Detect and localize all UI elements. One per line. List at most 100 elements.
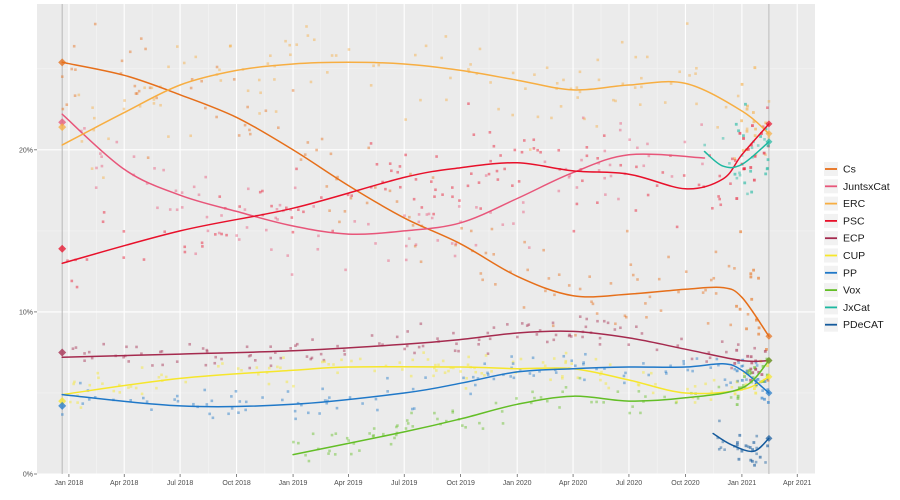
- poll-dot: [328, 396, 331, 399]
- poll-dot: [433, 366, 436, 370]
- poll-dot: [183, 245, 187, 249]
- poll-dot: [509, 375, 513, 378]
- poll-dot: [690, 357, 694, 361]
- poll-dot: [477, 343, 480, 346]
- poll-dot: [737, 386, 741, 390]
- poll-dot: [102, 342, 105, 346]
- poll-dot: [761, 389, 764, 392]
- poll-dot: [343, 210, 347, 213]
- poll-dot: [261, 396, 264, 399]
- poll-dot: [659, 309, 663, 312]
- poll-dot: [766, 388, 770, 392]
- poll-dot: [511, 184, 514, 187]
- poll-dot: [320, 196, 323, 199]
- poll-dot: [608, 163, 612, 167]
- poll-dot: [452, 366, 455, 370]
- poll-dot: [409, 374, 413, 378]
- poll-dot: [76, 394, 79, 397]
- poll-dot: [749, 458, 753, 462]
- poll-dot: [143, 86, 146, 90]
- poll-dot: [284, 39, 287, 43]
- poll-dot: [533, 396, 536, 400]
- poll-dot: [390, 169, 393, 173]
- poll-dot: [230, 395, 233, 398]
- poll-dot: [654, 382, 657, 386]
- poll-dot: [372, 64, 375, 68]
- poll-dot: [754, 127, 757, 131]
- election-result-marker: [58, 397, 67, 406]
- poll-dot: [85, 258, 89, 261]
- poll-dot: [492, 377, 496, 381]
- poll-dot: [745, 107, 749, 111]
- poll-dot: [315, 148, 318, 152]
- poll-dot: [393, 436, 396, 440]
- poll-dot: [488, 131, 492, 134]
- poll-dot: [309, 357, 313, 361]
- poll-dot: [675, 225, 679, 229]
- poll-dot: [740, 449, 744, 453]
- poll-dot: [748, 369, 752, 372]
- poll-dot: [436, 239, 440, 242]
- legend-label: PSC: [843, 215, 865, 227]
- poll-dot: [488, 337, 492, 341]
- poll-dot: [285, 206, 288, 210]
- poll-dot: [404, 244, 408, 248]
- poll-dot: [190, 77, 194, 81]
- poll-dot: [350, 194, 353, 197]
- poll-dot: [395, 335, 399, 339]
- poll-dot: [319, 352, 323, 356]
- poll-dot: [564, 361, 567, 365]
- poll-dot: [572, 229, 576, 233]
- poll-dot: [753, 154, 757, 158]
- poll-dot: [752, 120, 756, 124]
- poll-dot: [665, 372, 668, 375]
- poll-dot: [102, 176, 105, 179]
- poll-dot: [469, 229, 473, 233]
- poll-dot: [596, 58, 600, 62]
- poll-dot: [405, 419, 409, 422]
- poll-dot: [75, 285, 79, 289]
- poll-dot: [474, 383, 477, 387]
- poll-dot: [700, 123, 703, 126]
- poll-dot: [332, 363, 335, 366]
- poll-dot: [73, 380, 76, 384]
- poll-dot: [132, 155, 136, 158]
- poll-dot: [184, 380, 188, 384]
- poll-dot: [431, 176, 435, 179]
- poll-dot: [486, 352, 490, 356]
- poll-dot: [462, 376, 465, 380]
- poll-dot: [696, 397, 700, 400]
- poll-dot: [269, 356, 272, 360]
- poll-dot: [424, 376, 427, 379]
- election-result-marker: [58, 58, 67, 67]
- election-result-marker: [58, 123, 67, 132]
- poll-dot: [541, 361, 545, 364]
- poll-dot: [492, 253, 496, 256]
- poll-dot: [150, 86, 154, 90]
- poll-dot: [725, 350, 728, 354]
- poll-dot: [730, 157, 734, 161]
- poll-dot: [763, 349, 767, 353]
- poll-dot: [182, 61, 186, 65]
- final-marker: [765, 332, 773, 340]
- poll-dot: [739, 230, 743, 234]
- poll-dot: [265, 228, 268, 232]
- poll-dot: [395, 200, 399, 203]
- trend-lines: [61, 61, 770, 456]
- legend-label: Vox: [843, 285, 861, 297]
- poll-dot: [200, 241, 204, 245]
- poll-dot: [201, 347, 205, 350]
- x-tick-label: Apr 2018: [110, 480, 139, 487]
- poll-dot: [159, 350, 162, 354]
- poll-dot: [246, 105, 249, 109]
- poll-dot: [664, 370, 668, 373]
- poll-dot: [729, 381, 732, 385]
- poll-dot: [160, 373, 163, 377]
- poll-dot: [763, 138, 766, 141]
- poll-dot: [532, 374, 536, 377]
- poll-dot: [398, 165, 402, 168]
- poll-dot: [584, 352, 587, 356]
- poll-dot: [69, 400, 72, 404]
- poll-dot: [509, 270, 512, 274]
- poll-dot: [591, 302, 595, 306]
